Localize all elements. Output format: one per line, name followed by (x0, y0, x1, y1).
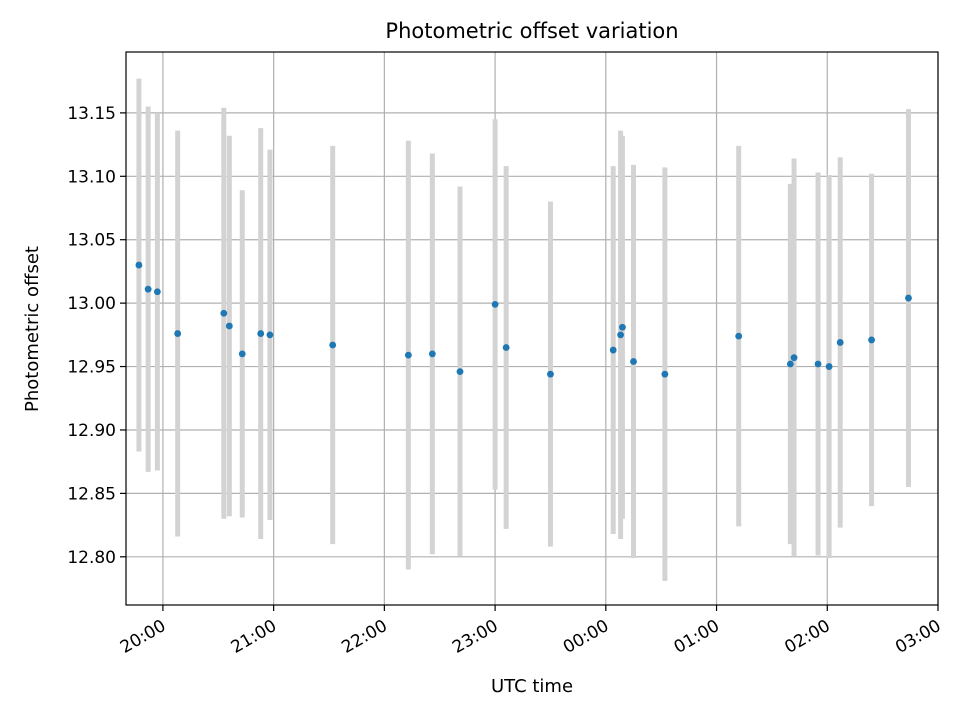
x-axis-label: UTC time (491, 676, 573, 697)
x-tick-label: 22:00 (338, 616, 390, 658)
data-points (135, 261, 912, 378)
y-axis-label: Photometric offset (22, 246, 43, 412)
y-tick-label: 13.00 (67, 294, 116, 314)
y-tick-label: 12.90 (67, 421, 116, 441)
data-point (502, 344, 510, 351)
data-point (814, 360, 822, 368)
data-point (456, 368, 464, 376)
data-point (266, 331, 274, 339)
data-point (329, 341, 337, 349)
data-point (630, 358, 637, 365)
data-point (144, 285, 152, 293)
y-tick-label: 13.10 (67, 167, 116, 187)
x-tick-label: 00:00 (560, 616, 612, 658)
data-point (404, 351, 412, 359)
data-point (905, 294, 912, 302)
y-tick-label: 12.95 (67, 358, 116, 378)
x-tick-label: 02:00 (781, 616, 833, 658)
y-tick-label: 12.80 (67, 548, 116, 568)
x-tick-label: 23:00 (449, 616, 501, 658)
data-point (220, 309, 228, 317)
y-axis-ticks: 12.80 12.85 12.90 12.95 13.00 13.05 13.10 13.15 (67, 104, 126, 568)
y-tick-label: 13.05 (67, 231, 116, 251)
data-point (661, 370, 669, 378)
x-axis-ticks: 20:00 21:00 22:00 23:00 00:00 01:00 02:00 03:00 (117, 605, 945, 658)
error-bars (136, 78, 911, 581)
x-tick-label: 21:00 (228, 616, 280, 658)
data-point (735, 332, 743, 340)
data-point (617, 331, 624, 339)
data-point (790, 354, 798, 362)
data-point (238, 350, 246, 358)
plot-frame (125, 51, 939, 606)
data-point (491, 301, 499, 308)
data-point (868, 336, 875, 344)
data-point (609, 346, 617, 354)
data-point (619, 323, 626, 331)
data-point (225, 322, 233, 330)
chart-title: Photometric offset variation (385, 19, 678, 43)
data-point (786, 360, 794, 368)
x-tick-label: 01:00 (671, 616, 723, 658)
data-point (825, 363, 833, 370)
data-point (135, 261, 143, 269)
data-point (153, 288, 161, 296)
y-tick-label: 12.85 (67, 484, 116, 504)
data-point (547, 370, 554, 378)
data-point (428, 350, 436, 358)
data-point (257, 330, 265, 337)
x-tick-label: 20:00 (117, 616, 169, 658)
data-point (174, 330, 182, 337)
x-tick-label: 03:00 (892, 616, 944, 658)
data-point (836, 339, 844, 346)
y-tick-label: 13.15 (67, 104, 116, 124)
